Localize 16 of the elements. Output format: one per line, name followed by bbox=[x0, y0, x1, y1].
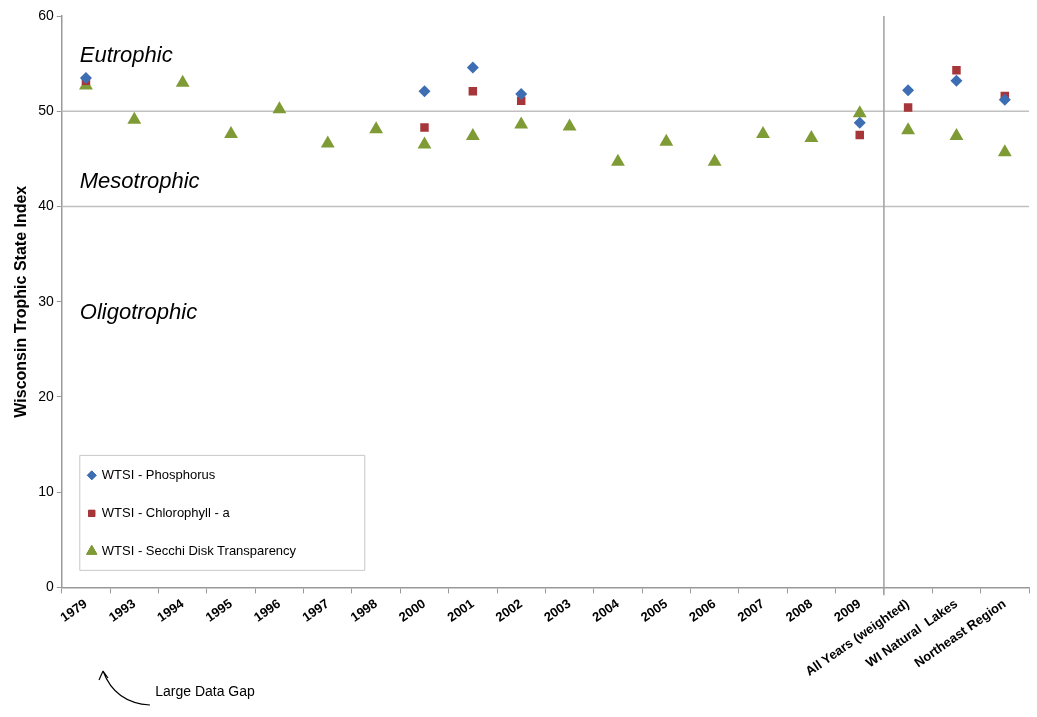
y-tick-label: 30 bbox=[38, 292, 54, 309]
legend-label: WTSI - Phosphorus bbox=[101, 466, 216, 482]
annotation: Mesotrophic bbox=[79, 167, 200, 193]
y-tick-label: 60 bbox=[38, 6, 54, 23]
x-tick-label: 2001 bbox=[444, 595, 477, 625]
text: Large Data Gap bbox=[154, 683, 256, 699]
legend-label: WTSI - Chlorophyll - a bbox=[101, 504, 231, 520]
annotation: Eutrophic bbox=[79, 41, 173, 67]
y-tick-label: 10 bbox=[38, 483, 54, 499]
y-tick-label: 50 bbox=[38, 102, 54, 119]
y-tick-label: 20 bbox=[38, 387, 54, 404]
legend-label: WTSI - Secchi Disk Transparency bbox=[101, 542, 297, 558]
y-tick-label: 40 bbox=[38, 197, 54, 214]
y-axis-title: Wisconsin Trophic State Index bbox=[12, 185, 30, 418]
y-tick-label: 0 bbox=[45, 578, 54, 595]
annotation: Oligotrophic bbox=[79, 299, 198, 325]
